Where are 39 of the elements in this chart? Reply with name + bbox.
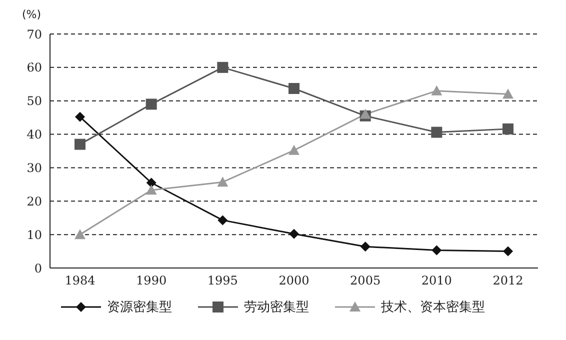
x-tick-label: 2000 — [278, 274, 310, 288]
y-tick-label: 0 — [34, 261, 42, 276]
point — [431, 126, 442, 138]
point — [502, 123, 514, 134]
y-tick-label: 70 — [26, 27, 42, 42]
y-axis-title: (%) — [22, 8, 42, 21]
point — [288, 82, 300, 94]
point — [289, 228, 299, 239]
point — [431, 85, 442, 96]
point — [146, 98, 157, 110]
legend-label: 劳动密集型 — [244, 299, 309, 316]
y-tick-label: 10 — [26, 228, 42, 242]
x-tick-label: 2005 — [350, 274, 381, 288]
point — [432, 245, 442, 256]
y-tick-label: 20 — [26, 194, 42, 208]
point — [217, 62, 228, 73]
x-tick-label: 1984 — [64, 274, 96, 288]
legend-label: 资源密集型 — [107, 299, 172, 316]
point — [75, 112, 85, 122]
point — [502, 88, 514, 99]
point — [146, 178, 156, 188]
y-tick-label: 40 — [26, 128, 42, 142]
y-tick-label: 60 — [26, 60, 42, 75]
point — [74, 138, 86, 150]
point — [288, 144, 300, 155]
point — [74, 229, 86, 240]
point — [503, 246, 513, 256]
x-tick-label: 1995 — [207, 274, 238, 288]
legend-label: 技术、资本密集型 — [381, 299, 485, 316]
point — [218, 215, 228, 226]
y-tick-label: 30 — [26, 160, 42, 175]
point — [360, 242, 370, 252]
point — [146, 184, 157, 195]
point — [360, 108, 371, 119]
point — [217, 176, 228, 187]
y-tick-label: 50 — [26, 94, 42, 108]
x-tick-label: 2012 — [492, 274, 524, 288]
x-tick-label: 2010 — [421, 274, 452, 288]
x-tick-label: 1990 — [136, 274, 167, 288]
